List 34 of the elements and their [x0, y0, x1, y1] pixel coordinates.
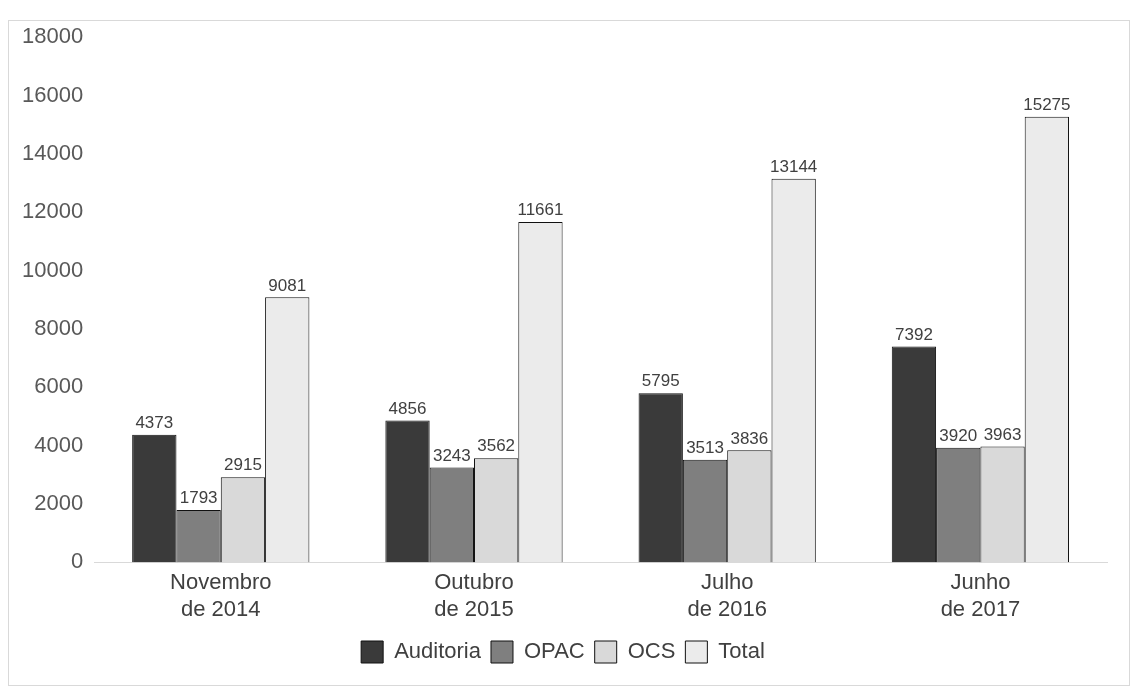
data-label: 3513: [686, 437, 724, 457]
data-label: 11661: [517, 200, 564, 220]
legend-label: Auditoria: [394, 638, 482, 664]
x-tick-label: Novembro de 2014: [170, 569, 272, 621]
data-label: 9081: [268, 275, 307, 295]
legend-label: Total: [718, 638, 765, 664]
data-label: 3920: [939, 426, 978, 446]
data-label: 3836: [730, 428, 769, 448]
x-tick-label: Outubro de 2015: [434, 569, 514, 621]
data-label: 7392: [895, 324, 933, 344]
y-tick-label: 2000: [34, 489, 84, 515]
data-label: 15275: [1023, 94, 1071, 114]
data-label: 1793: [179, 488, 218, 508]
data-label: 3243: [432, 445, 471, 465]
x-tick-label: Julho de 2016: [687, 569, 767, 621]
data-label: 3562: [477, 436, 516, 456]
y-tick-label: 4000: [34, 431, 84, 457]
data-label: 3963: [983, 424, 1022, 444]
y-tick-label: 12000: [21, 198, 84, 224]
data-label: 13144: [770, 157, 818, 177]
y-tick-label: 0: [70, 548, 84, 574]
legend-label: OCS: [627, 638, 676, 664]
y-tick-label: 14000: [21, 139, 84, 165]
data-label: 4856: [388, 398, 427, 418]
legend-label: OPAC: [523, 638, 585, 664]
data-label: 5795: [641, 371, 680, 391]
y-tick-label: 18000: [21, 23, 84, 49]
data-label: 4373: [135, 412, 174, 432]
data-label: 2915: [224, 455, 262, 475]
y-tick-label: 8000: [34, 314, 84, 340]
y-tick-label: 10000: [21, 256, 84, 282]
x-tick-label: Junho de 2017: [940, 569, 1021, 621]
y-tick-label: 16000: [21, 81, 84, 107]
y-tick-label: 6000: [34, 373, 84, 399]
